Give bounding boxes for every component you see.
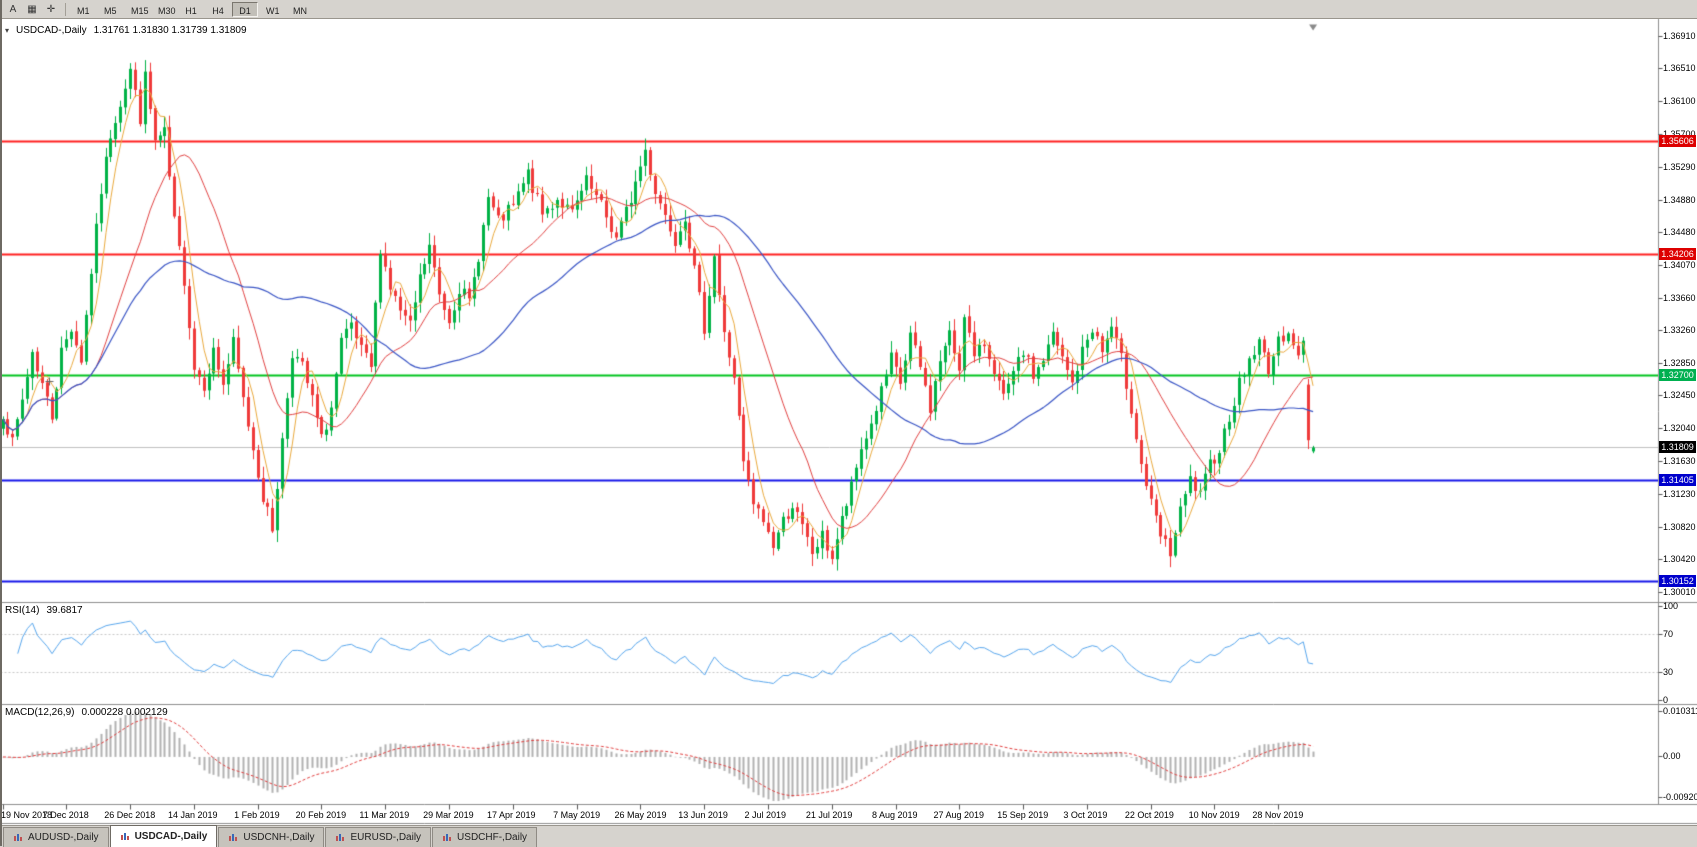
- date-axis-label: 17 Apr 2019: [486, 810, 536, 820]
- price-axis-label: 1.36910: [1663, 31, 1696, 41]
- timeframe-mn-button[interactable]: MN: [286, 2, 312, 17]
- price-axis-label: 1.36100: [1663, 96, 1696, 107]
- price-axis-label: 1.31230: [1663, 488, 1696, 499]
- chart-tab-icon: [229, 833, 238, 841]
- price-axis-label: 1.30010: [1663, 587, 1696, 597]
- tab-usdcad-daily[interactable]: USDCAD-,Daily: [109, 825, 218, 847]
- date-axis-label: 28 Nov 2019: [1252, 810, 1304, 820]
- price-axis-label: 1.31630: [1663, 456, 1696, 467]
- price-axis-label: 1.35290: [1663, 161, 1696, 172]
- date-axis-label: 8 Aug 2019: [872, 810, 918, 820]
- timeframe-m1-button[interactable]: M1: [70, 2, 96, 17]
- current-price-badge: 1.31809: [1659, 441, 1696, 454]
- tab-audusd-daily[interactable]: AUDUSD-,Daily: [3, 827, 109, 847]
- rsi-axis-label: 0: [1663, 695, 1669, 705]
- date-axis-label: 10 Nov 2019: [1188, 810, 1240, 820]
- chart-title: ▾ USDCAD-,Daily 1.31761 1.31830 1.31739 …: [5, 25, 247, 36]
- tab-usdcnh-daily[interactable]: USDCNH-,Daily: [218, 827, 325, 847]
- chart-type-icon[interactable]: ▦: [23, 2, 41, 17]
- chart-tab-icon: [336, 833, 345, 841]
- date-axis-label: 29 Mar 2019: [423, 810, 474, 820]
- rsi-indicator-title: RSI(14) 39.6817: [5, 605, 83, 616]
- price-axis-label: 1.34480: [1663, 226, 1696, 237]
- price-axis-label: 1.35700: [1663, 128, 1696, 139]
- date-axis-label: 15 Sep 2019: [997, 810, 1049, 820]
- macd-axis-label: 0.00: [1663, 751, 1681, 762]
- price-axis-label: 1.34070: [1663, 259, 1696, 270]
- chart-tab-bar: AUDUSD-,Daily USDCAD-,Daily USDCNH-,Dail…: [0, 825, 1697, 847]
- rsi-label: RSI(14): [5, 605, 40, 616]
- date-axis-label: 11 Mar 2019: [359, 810, 410, 820]
- price-axis-label: 1.32040: [1663, 423, 1696, 434]
- tab-usdchf-daily[interactable]: USDCHF-,Daily: [432, 827, 538, 847]
- price-level-badge: 1.32700: [1659, 369, 1696, 382]
- macd-axis-label: 0.010311: [1663, 706, 1697, 716]
- rsi-axis-label: 30: [1663, 666, 1674, 677]
- macd-indicator-title: MACD(12,26,9) 0.000228 0.002129: [5, 707, 168, 718]
- macd-label: MACD(12,26,9): [5, 707, 75, 718]
- macd-axis-label: -0.009203: [1663, 792, 1697, 802]
- timeframe-m15-button[interactable]: M15: [124, 2, 150, 17]
- date-axis-label: 7 May 2019: [553, 810, 601, 820]
- chart-tab-icon: [120, 832, 129, 840]
- timeframe-h4-button[interactable]: H4: [205, 2, 231, 17]
- tab-eurusd-daily[interactable]: EURUSD-,Daily: [325, 827, 432, 847]
- timeframe-w1-button[interactable]: W1: [259, 2, 285, 17]
- date-axis-label: 7 Dec 2018: [42, 810, 89, 820]
- date-axis-label: 27 Aug 2019: [933, 810, 985, 820]
- macd-current-values: 0.000228 0.002129: [81, 707, 168, 718]
- tab-label: USDCHF-,Daily: [457, 832, 528, 843]
- rsi-axis-label: 70: [1663, 629, 1674, 640]
- price-axis-label: 1.30420: [1663, 553, 1696, 564]
- price-axis-label: 1.34880: [1663, 194, 1696, 205]
- annotation-tool-icon[interactable]: A: [4, 2, 22, 17]
- tab-label: EURUSD-,Daily: [350, 832, 422, 843]
- tab-label: AUDUSD-,Daily: [28, 832, 99, 843]
- rsi-current-value: 39.6817: [46, 605, 83, 616]
- date-axis-label: 2 Jul 2019: [744, 810, 786, 820]
- price-axis-label: 1.36510: [1663, 63, 1696, 74]
- date-axis-label: 20 Feb 2019: [295, 810, 347, 820]
- date-axis-label: 19 Nov 2018: [1, 810, 53, 820]
- rsi-axis-label: 100: [1663, 601, 1679, 611]
- price-level-badge: 1.35606: [1659, 135, 1696, 148]
- price-level-badge: 1.34206: [1659, 247, 1696, 260]
- tab-label: USDCNH-,Daily: [243, 832, 315, 843]
- price-axis-label: 1.32450: [1663, 390, 1696, 401]
- chart-tab-icon: [14, 833, 22, 841]
- price-axis-label: 1.32850: [1663, 358, 1696, 369]
- crosshair-icon[interactable]: ✛: [42, 2, 60, 17]
- chart-symbol-period: USDCAD-,Daily: [16, 25, 87, 36]
- date-axis-label: 22 Oct 2019: [1124, 810, 1174, 820]
- price-axis-label: 1.33660: [1663, 292, 1696, 303]
- date-axis-label: 14 Jan 2019: [168, 810, 218, 820]
- price-chart-canvas[interactable]: [0, 18, 1697, 825]
- timeframe-d1-button[interactable]: D1: [232, 1, 258, 17]
- price-level-badge: 1.31405: [1659, 473, 1696, 486]
- tab-label: USDCAD-,Daily: [134, 831, 208, 842]
- date-axis-label: 1 Feb 2019: [234, 810, 280, 820]
- top-toolbar: A ▦ ✛ M1 M5 M15 M30 H1 H4 D1 W1 MN: [0, 0, 1697, 19]
- price-axis-label: 1.30820: [1663, 521, 1696, 532]
- date-axis-label: 3 Oct 2019: [1063, 810, 1108, 820]
- window-left-edge: [0, 0, 2, 846]
- timeframe-h1-button[interactable]: H1: [178, 2, 204, 17]
- timeframe-m5-button[interactable]: M5: [97, 2, 123, 17]
- chart-area: ▾ USDCAD-,Daily 1.31761 1.31830 1.31739 …: [0, 18, 1697, 825]
- price-level-badge: 1.30152: [1659, 574, 1696, 587]
- toolbar-separator: [65, 2, 66, 16]
- date-axis-label: 26 Dec 2018: [104, 810, 156, 820]
- date-axis-label: 13 Jun 2019: [678, 810, 728, 820]
- chart-tab-icon: [443, 833, 452, 841]
- timeframe-m30-button[interactable]: M30: [151, 2, 177, 17]
- date-axis-label: 26 May 2019: [614, 810, 667, 820]
- chart-ohlc-values: 1.31761 1.31830 1.31739 1.31809: [93, 25, 247, 36]
- date-axis-label: 21 Jul 2019: [805, 810, 853, 820]
- price-axis-label: 1.33260: [1663, 325, 1696, 336]
- chevron-down-icon[interactable]: ▾: [5, 26, 10, 35]
